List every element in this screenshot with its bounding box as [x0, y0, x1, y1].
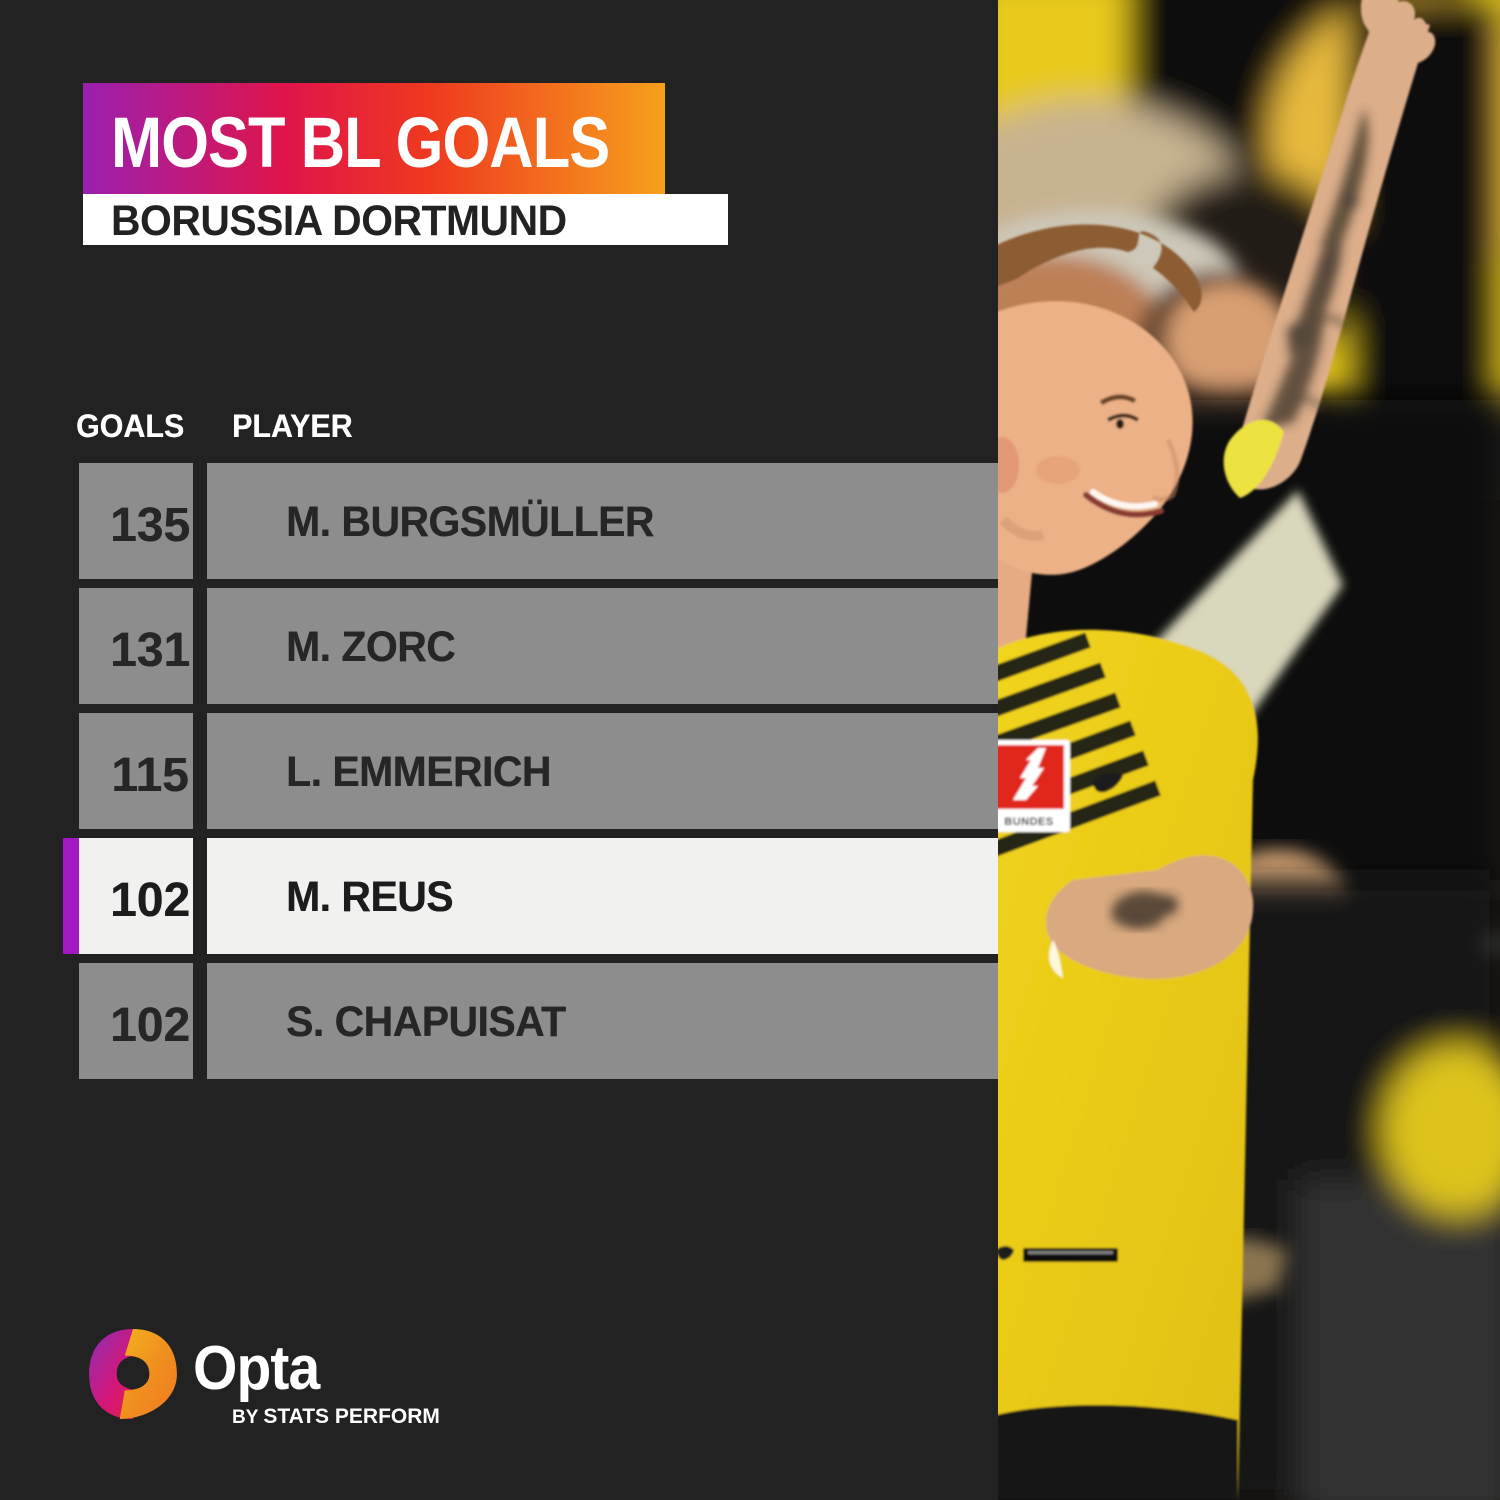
- svg-text:BUNDES: BUNDES: [1004, 816, 1053, 828]
